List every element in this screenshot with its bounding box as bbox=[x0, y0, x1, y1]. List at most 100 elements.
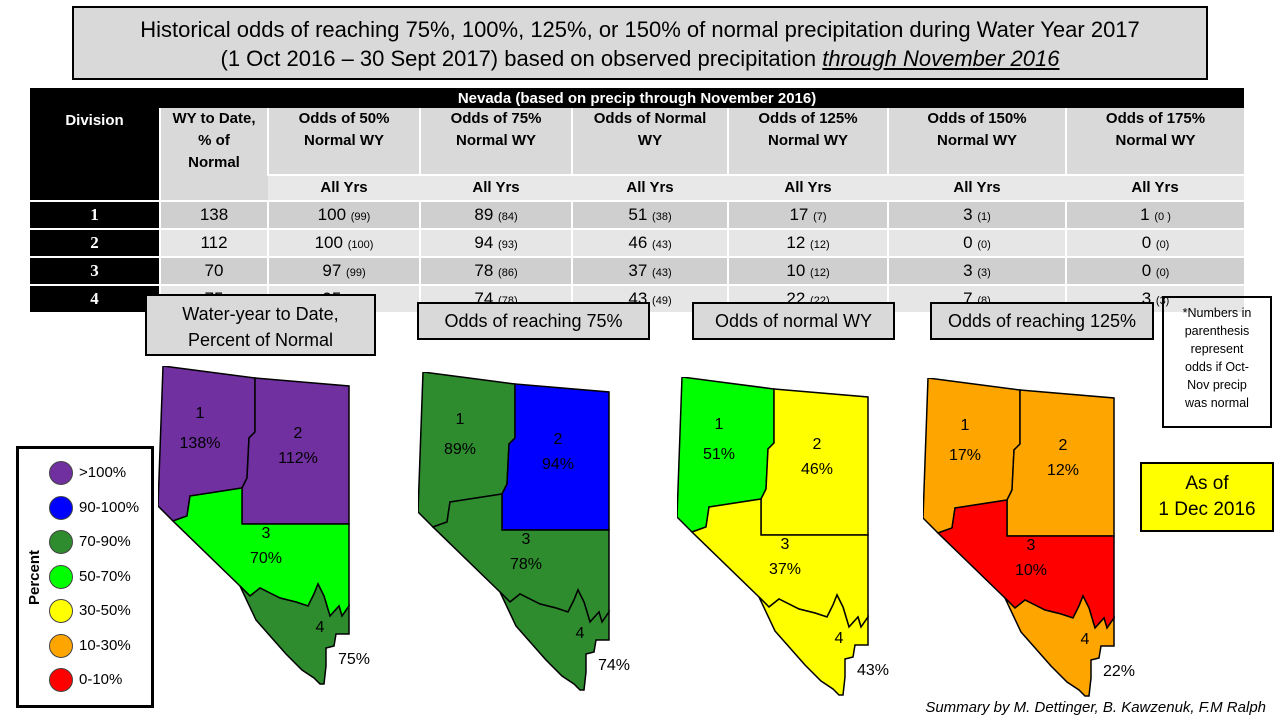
note-line: Nov precip bbox=[1187, 378, 1247, 392]
wy-header-line: WY to Date, bbox=[172, 110, 256, 127]
wy-cell: 112 bbox=[159, 228, 268, 257]
odds-value: 17 bbox=[789, 205, 809, 224]
legend-label: 0-10% bbox=[79, 671, 123, 688]
odds-header-line: Odds of 125% bbox=[758, 110, 858, 127]
credit: Summary by M. Dettinger, B. Kawzenuk, F.… bbox=[925, 699, 1266, 716]
legend-swatch bbox=[49, 668, 73, 692]
legend-item: >100% bbox=[49, 461, 159, 491]
wy-cell: 70 bbox=[159, 256, 268, 285]
legend-item: 90-100% bbox=[49, 495, 159, 526]
odds-normal-value: (12) bbox=[810, 239, 830, 251]
legend-swatch bbox=[49, 633, 73, 658]
odds-value: 0 bbox=[1141, 233, 1152, 252]
division-value: 70% bbox=[250, 550, 282, 567]
odds-value: 3 bbox=[1141, 289, 1152, 308]
division-value: 75% bbox=[338, 651, 370, 668]
odds-value: 7 bbox=[963, 289, 973, 308]
legend-swatch bbox=[49, 495, 73, 520]
odds-cell: 10 (12) bbox=[727, 256, 888, 285]
nevada-map: 1 138% 2 112% 3 70% 4 75% bbox=[158, 366, 370, 685]
odds-header-line: Odds of 75% bbox=[450, 110, 542, 127]
odds-value: 100 bbox=[317, 205, 347, 224]
note-line: odds if Oct- bbox=[1185, 360, 1249, 374]
odds-cell: 12 (12) bbox=[727, 228, 888, 257]
division-region-4 bbox=[758, 593, 869, 696]
division-region-4 bbox=[1004, 594, 1115, 697]
division-value: 12% bbox=[1047, 462, 1079, 479]
legend-item: 0-10% bbox=[49, 668, 159, 698]
legend-label: 70-90% bbox=[79, 533, 131, 550]
odds-normal-value: (3) bbox=[977, 267, 991, 279]
odds-value: 46 bbox=[628, 233, 648, 252]
odds-normal-value: (1) bbox=[977, 211, 991, 223]
wy-cell: 138 bbox=[159, 200, 268, 229]
wy-header-line: Normal bbox=[188, 154, 240, 171]
odds-header: Odds of 75% Normal WY bbox=[419, 108, 572, 175]
map-label-wy: Water-year to Date, Percent of Normal bbox=[145, 294, 376, 356]
odds-normal-value: (43) bbox=[652, 239, 672, 251]
division-number: 3 bbox=[781, 536, 790, 553]
odds-normal-value: (100) bbox=[347, 239, 374, 251]
map-label-75: Odds of reaching 75% bbox=[417, 302, 650, 340]
legend-swatch bbox=[49, 564, 73, 589]
odds-cell: 89 (84) bbox=[419, 200, 572, 229]
division-cell: 3 bbox=[30, 256, 160, 285]
table-caption: Nevada (based on precip through November… bbox=[30, 88, 1245, 108]
division-number: 4 bbox=[316, 619, 325, 636]
title-box: Historical odds of reaching 75%, 100%, 1… bbox=[72, 6, 1208, 80]
title-line-2: (1 Oct 2016 – 30 Sept 2017) based on obs… bbox=[74, 44, 1206, 73]
division-number: 3 bbox=[1027, 537, 1036, 554]
as-of-box: As of 1 Dec 2016 bbox=[1140, 462, 1274, 532]
odds-header-line: Normal WY bbox=[455, 132, 536, 149]
odds-value: 10 bbox=[786, 261, 806, 280]
odds-table: Nevada (based on precip through November… bbox=[30, 88, 1245, 312]
odds-header: Odds of 150% Normal WY bbox=[887, 108, 1066, 175]
division-value: 51% bbox=[703, 446, 735, 463]
odds-cell: 74 (78) bbox=[419, 284, 572, 312]
title-line-2-prefix: (1 Oct 2016 – 30 Sept 2017) based on obs… bbox=[220, 46, 823, 71]
odds-header-line: Normal WY bbox=[936, 132, 1017, 149]
odds-value: 100 bbox=[314, 233, 343, 252]
division-value: 78% bbox=[510, 556, 542, 573]
map-label-normal: Odds of normal WY bbox=[692, 302, 895, 340]
division-number: 4 bbox=[576, 625, 585, 642]
odds-normal-value: (86) bbox=[498, 267, 518, 279]
odds-normal-value: (84) bbox=[498, 211, 518, 223]
odds-cell: 46 (43) bbox=[571, 228, 728, 257]
sub-header: All Yrs bbox=[268, 174, 420, 201]
odds-header: Odds of Normal WY bbox=[571, 108, 728, 175]
sub-header: All Yrs bbox=[728, 174, 888, 201]
division-number: 3 bbox=[522, 531, 531, 548]
odds-normal-value: (93) bbox=[498, 239, 518, 251]
division-number: 2 bbox=[554, 431, 563, 448]
division-number: 1 bbox=[961, 417, 970, 434]
division-value: 10% bbox=[1015, 562, 1047, 579]
odds-normal-value: (43) bbox=[652, 267, 672, 279]
odds-normal-value: (0) bbox=[977, 239, 991, 251]
map-label-125: Odds of reaching 125% bbox=[930, 302, 1154, 340]
division-cell: 1 bbox=[30, 200, 160, 229]
odds-cell: 3 (3) bbox=[887, 256, 1066, 285]
table-row: 3 70 97 (99) 78 (86) 37 (43) 10 (12) 3 (3) 0 (0… bbox=[30, 256, 1245, 285]
legend-label: >100% bbox=[79, 464, 127, 481]
odds-cell: 3 (1) bbox=[887, 200, 1066, 229]
odds-normal-value: (99) bbox=[350, 211, 371, 223]
odds-cell: 1 (0 ) bbox=[1064, 200, 1245, 229]
as-of-date: 1 Dec 2016 bbox=[1158, 499, 1256, 520]
division-number: 2 bbox=[294, 425, 303, 442]
wy-header: WY to Date, % of Normal bbox=[159, 108, 268, 201]
legend: Percent >100% 90-100% 70-90% 50-70% 30-50% 10… bbox=[16, 446, 154, 708]
division-value: 17% bbox=[949, 447, 981, 464]
legend-swatch bbox=[49, 461, 73, 485]
odds-header-line: Normal WY bbox=[767, 132, 848, 149]
odds-header: Odds of 50% Normal WY bbox=[267, 108, 420, 175]
division-value: 112% bbox=[278, 450, 318, 467]
division-cell: 2 bbox=[30, 228, 160, 257]
odds-cell: 0 (0) bbox=[1064, 228, 1245, 257]
odds-normal-value: (38) bbox=[652, 211, 672, 223]
sub-header: All Yrs bbox=[420, 174, 572, 201]
sub-header: All Yrs bbox=[572, 174, 728, 201]
note-line: was normal bbox=[1185, 396, 1249, 410]
odds-normal-value: (12) bbox=[810, 267, 830, 279]
odds-value: 97 bbox=[322, 261, 342, 280]
